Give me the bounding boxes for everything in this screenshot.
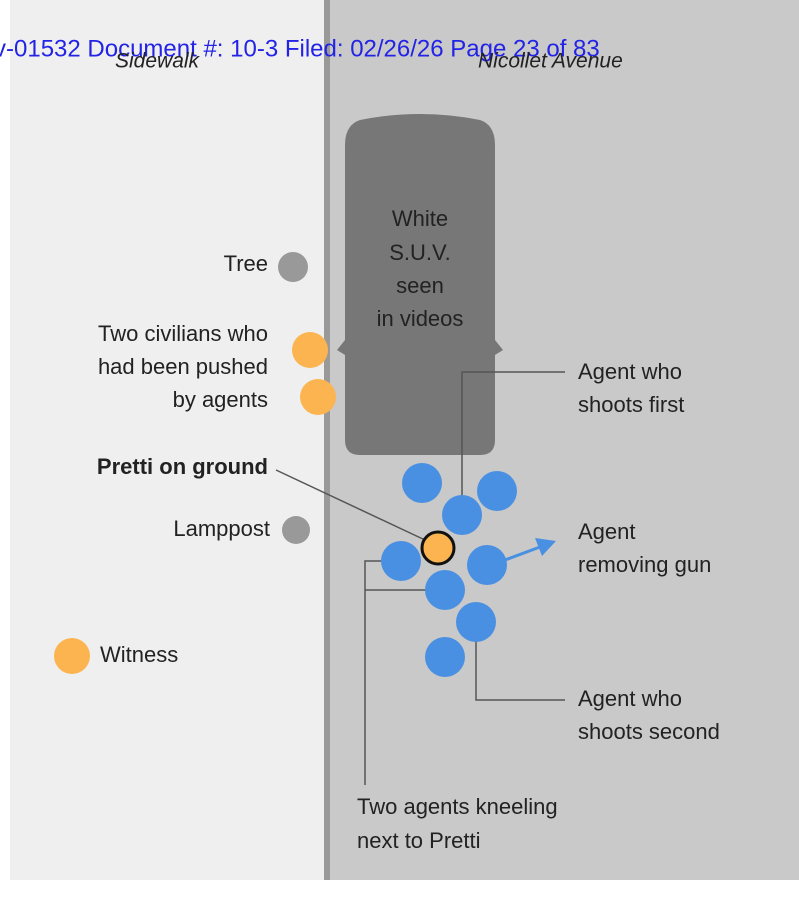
suv-label-line: S.U.V. (389, 240, 451, 265)
suv-label: White S.U.V. seen in videos (377, 206, 464, 331)
label: Tree (224, 251, 268, 276)
label: shoots first (578, 392, 684, 417)
leader-line (275, 469, 426, 541)
tree-dot (278, 252, 308, 282)
suv-label-line: White (392, 206, 448, 231)
label: had been pushed (98, 354, 268, 379)
leader-line (475, 622, 565, 701)
label: removing gun (578, 552, 711, 577)
suv-label-line: in videos (377, 306, 464, 331)
suv-label-line: seen (396, 273, 444, 298)
label: Agent who (578, 359, 682, 384)
lamppost-dot (282, 516, 310, 544)
label: Two civilians who (98, 321, 268, 346)
label: next to Pretti (357, 828, 481, 853)
civilian-dot (292, 332, 328, 368)
civilian-dot (300, 379, 336, 415)
area-label: Nicollet Avenue (478, 50, 623, 73)
label: Agent (578, 519, 636, 544)
label: shoots second (578, 719, 720, 744)
agent-dot (425, 570, 465, 610)
pretti-dot (420, 530, 456, 566)
label: Two agents kneeling (357, 794, 558, 819)
agent-dot (456, 602, 496, 642)
connectors (275, 371, 565, 785)
agent-dot (442, 495, 482, 535)
label: Witness (100, 642, 178, 667)
label: Pretti on ground (97, 454, 268, 479)
agent-dot (402, 463, 442, 503)
suv (337, 114, 503, 455)
arrow-shaft (504, 545, 541, 562)
doc-stamp: v-01532 Document #: 10-3 Filed: 02/26/26… (0, 35, 600, 62)
agent-dot (467, 545, 507, 585)
curb (324, 0, 330, 880)
arrow-head (535, 538, 556, 556)
agent-dot (381, 541, 421, 581)
agents (381, 463, 517, 677)
label: Lamppost (173, 516, 270, 541)
witness-dot (54, 638, 90, 674)
label: by agents (173, 387, 268, 412)
agent-dot (425, 637, 465, 677)
agent-dot (477, 471, 517, 511)
label: Agent who (578, 686, 682, 711)
sidewalk (10, 0, 328, 880)
area-label: Sidewalk (115, 50, 201, 73)
leader-line (461, 371, 565, 515)
